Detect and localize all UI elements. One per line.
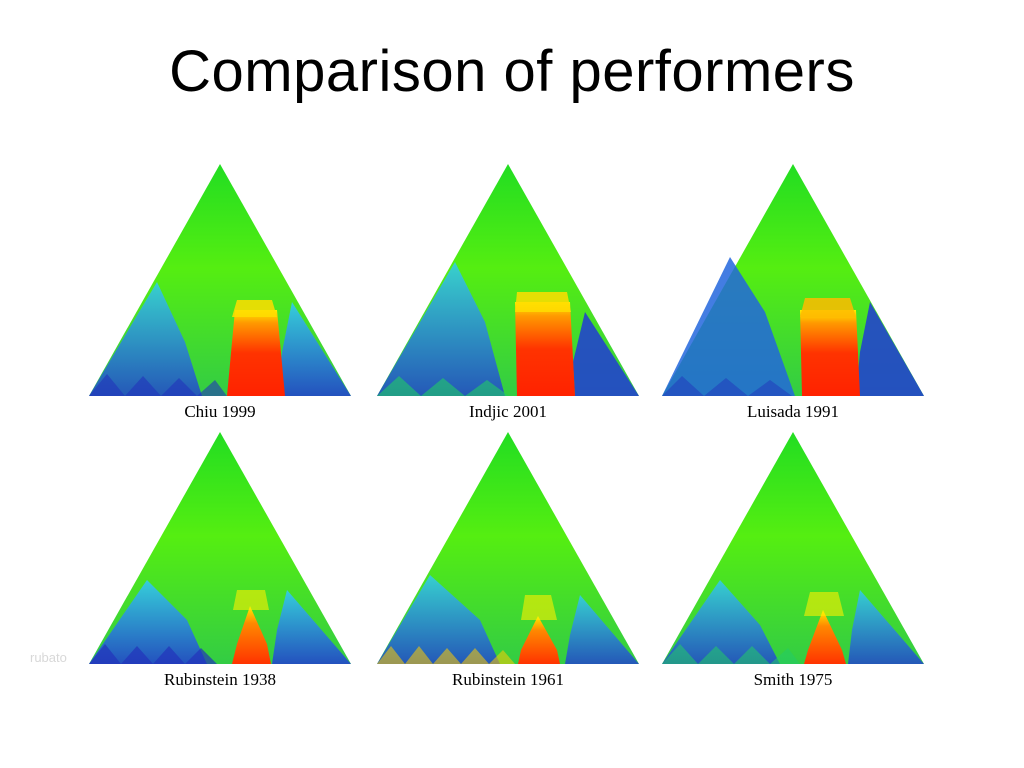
scape-panel-chiu-1999: Chiu 1999 xyxy=(87,162,353,424)
scape-plot xyxy=(660,430,926,666)
side-label: rubato xyxy=(30,650,67,665)
scape-plot xyxy=(660,162,926,398)
scape-panel-luisada-1991: Luisada 1991 xyxy=(660,162,926,424)
scape-plot xyxy=(375,162,641,398)
scape-panel-rubinstein-1961: Rubinstein 1961 xyxy=(375,430,641,692)
panel-caption: Smith 1975 xyxy=(753,670,833,689)
scape-plot xyxy=(87,430,353,666)
panel-caption: Rubinstein 1961 xyxy=(452,670,564,689)
panel-caption: Chiu 1999 xyxy=(184,402,256,421)
slide-title: Comparison of performers xyxy=(169,39,855,104)
scape-plot xyxy=(87,162,353,398)
scape-panel-rubinstein-1938: Rubinstein 1938 xyxy=(87,430,353,692)
scape-panel-smith-1975: Smith 1975 xyxy=(660,430,926,692)
scape-panel-indjic-2001: Indjic 2001 xyxy=(375,162,641,424)
panel-caption: Luisada 1991 xyxy=(746,402,840,421)
panel-caption: Indjic 2001 xyxy=(469,402,547,421)
scape-plot xyxy=(375,430,641,666)
panel-caption: Rubinstein 1938 xyxy=(164,670,276,689)
